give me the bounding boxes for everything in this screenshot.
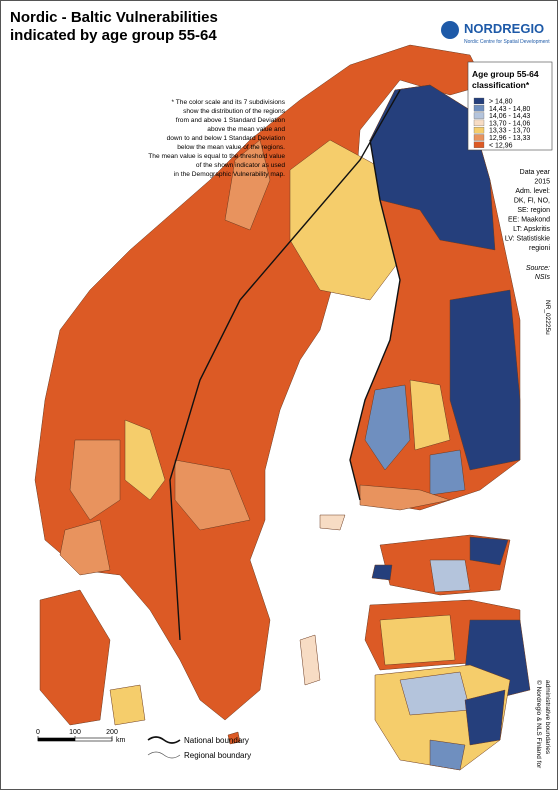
scandinavia [34,44,486,721]
region [429,559,471,593]
region [399,671,471,716]
legend-swatch [473,134,485,141]
logo-subtitle: Nordic Centre for Spatial Development [464,39,550,45]
scale-tick-label: 200 [106,729,118,736]
note-line: The mean value is equal to the threshold… [148,153,285,160]
boundary-label: National boundary [184,736,249,745]
scale-tick-label: 0 [36,729,40,736]
note-line: * The color scale and its 7 subdivisions [172,99,286,106]
bornholm [227,731,241,745]
boundary-legend: National boundary Regional boundary [147,736,251,760]
legend-label: 14,06 - 14,43 [489,113,530,120]
source-line: Source: [526,265,550,272]
copyright-line: © Nordregio & NLS Finland for [535,680,543,769]
legend-swatch [473,127,485,134]
gotland [299,634,321,686]
region [59,519,111,576]
region [174,459,251,531]
region [449,289,521,471]
legend-label: < 12,96 [489,142,513,149]
legend-label: 13,33 - 13,70 [489,128,530,135]
region [109,684,146,726]
metadata-line: 2015 [534,179,550,186]
region [359,484,451,511]
scale-unit: km [116,737,126,744]
legend-label: 13,70 - 14,06 [489,120,530,127]
logo: NORDREGIO Nordic Centre for Spatial Deve… [441,21,550,45]
legend-label: 14,43 - 14,80 [489,106,530,113]
region [289,139,401,301]
legend-title: classification* [472,80,530,90]
legend-title: Age group 55-64 [472,69,539,79]
metadata-line: LT: Apskritis [513,226,550,233]
legend-swatch [473,97,485,105]
metadata-line: LV: Statistiskie [505,236,550,243]
region [429,449,466,496]
metadata-line: Adm. level: [515,188,550,195]
metadata-line: Data year [520,169,551,176]
national-boundary [169,89,401,641]
copyright: © Nordregio & NLS Finland for administrat… [535,680,551,769]
legend-label: > 14,80 [489,99,513,106]
logo-icon [441,21,459,39]
region [69,439,121,521]
legend-swatch [473,141,485,148]
boundary-label: Regional boundary [184,751,251,760]
note-line: above the mean value and [207,126,285,133]
title-line: Nordic - Baltic Vulnerabilities [10,9,218,26]
note-line: show the distribution of the regions [183,108,286,115]
scale-tick-label: 100 [69,729,81,736]
denmark [39,589,111,726]
metadata-line: DK, FI, NO, [514,198,550,205]
region [469,536,509,566]
region [369,84,496,251]
region [371,564,393,581]
scale-bar-segment [38,738,75,741]
note-line: below the mean value of the regions. [177,144,285,151]
national-symbol [147,736,181,744]
note-line: from and above 1 Standard Deviation [176,117,286,124]
region [464,689,506,746]
region [319,514,346,531]
region [124,419,166,501]
metadata-line: SE: region [517,207,550,214]
metadata: Data year 2015 Adm. level: DK, FI, NO, SE: r… [505,169,551,281]
note-line: down to and below 1 Standard Deviation [167,135,286,142]
legend-swatch [473,119,485,127]
title: Nordic - Baltic Vulnerabilities indicate… [10,9,218,44]
logo-name: NORDREGIO [464,21,544,36]
legend-swatch [473,112,485,119]
region [409,379,451,451]
regional-symbol [147,751,181,759]
land [34,44,531,771]
metadata-line: regioni [529,245,550,252]
note-line: in the Demographic Vulnerability map. [174,171,285,178]
title-line: indicated by age group 55-64 [10,27,217,44]
region [379,614,456,666]
source-line: NSIs [535,274,551,281]
note-line: of the shown indicator as used [196,162,285,169]
note: * The color scale and its 7 subdivisions… [148,99,285,178]
legend-swatch [473,105,485,112]
map-code: NR_02225u [544,300,551,335]
region [429,739,466,771]
region [364,384,411,471]
copyright-line: administrative boundaries [544,680,551,755]
legend-label: 12,96 - 13,33 [489,135,530,142]
region [224,139,271,231]
metadata-line: EE: Maakond [508,217,550,224]
